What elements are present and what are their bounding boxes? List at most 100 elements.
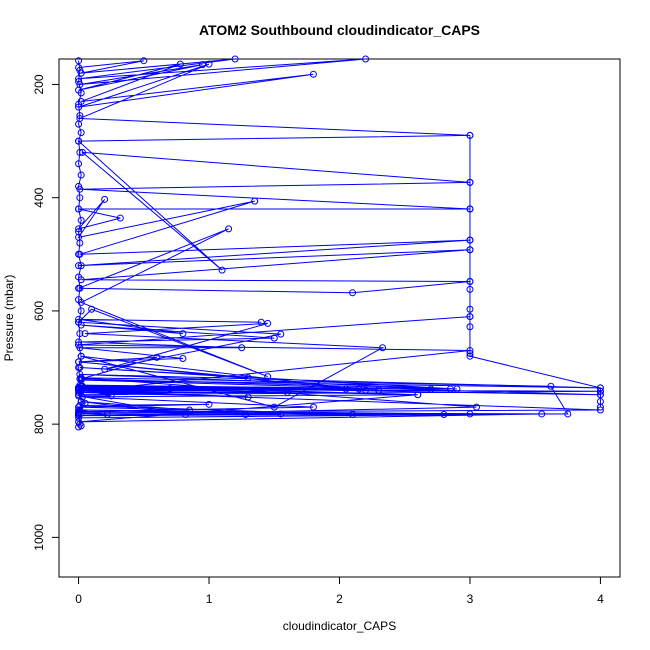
- data-point: [238, 344, 246, 352]
- data-point: [466, 131, 474, 139]
- data-point: [76, 239, 84, 247]
- data-point: [205, 400, 213, 408]
- y-tick-label: 600: [32, 301, 46, 321]
- data-point: [379, 344, 387, 352]
- data-point: [166, 384, 174, 392]
- data-point: [466, 246, 474, 254]
- series-line: [77, 58, 601, 426]
- data-point: [466, 277, 474, 285]
- x-axis-label: cloudindicator_CAPS: [283, 619, 396, 633]
- data-point: [75, 296, 83, 304]
- data-point: [88, 305, 96, 313]
- data-point: [75, 318, 83, 326]
- data-point: [466, 178, 474, 186]
- data-point: [103, 411, 111, 419]
- data-point: [309, 70, 317, 78]
- data-point: [182, 411, 190, 419]
- x-tick-label: 4: [597, 592, 604, 606]
- data-point: [77, 398, 85, 405]
- data-point: [77, 216, 85, 224]
- data-point: [199, 61, 207, 69]
- data-point: [231, 55, 239, 63]
- data-point: [466, 313, 474, 321]
- data-point: [77, 89, 85, 97]
- data-point: [242, 411, 250, 419]
- data-point: [342, 385, 350, 393]
- data-point: [77, 352, 85, 360]
- data-point: [596, 391, 604, 399]
- data-point: [466, 349, 474, 357]
- series-line: [469, 135, 601, 408]
- data-point: [466, 410, 474, 418]
- data-point: [75, 273, 83, 281]
- data-point: [179, 330, 187, 338]
- data-point: [77, 171, 85, 179]
- data-point: [78, 393, 86, 401]
- data-point: [205, 60, 213, 68]
- data-point: [244, 393, 252, 401]
- y-tick-label: 1000: [32, 524, 46, 551]
- data-point: [75, 57, 83, 65]
- data-point: [77, 262, 85, 270]
- data-point: [140, 385, 148, 393]
- series-3: [75, 57, 85, 431]
- data-point: [76, 112, 84, 120]
- data-point: [176, 60, 184, 68]
- data-point: [218, 266, 226, 274]
- data-point: [466, 236, 474, 244]
- data-point: [277, 330, 285, 338]
- data-point: [140, 57, 148, 65]
- data-point: [75, 205, 83, 213]
- data-point: [264, 373, 272, 381]
- data-point: [596, 384, 604, 392]
- data-point: [153, 353, 161, 361]
- y-axis-label: Pressure (mbar): [2, 275, 16, 362]
- data-point: [547, 382, 555, 390]
- data-point: [76, 66, 84, 74]
- series-2: [466, 131, 604, 411]
- data-point: [75, 120, 83, 128]
- data-point: [81, 330, 89, 338]
- data-point: [179, 354, 187, 362]
- data-point: [75, 182, 83, 190]
- data-point: [564, 410, 572, 418]
- y-tick-label: 800: [32, 414, 46, 434]
- data-point: [75, 228, 83, 236]
- data-point: [283, 388, 291, 396]
- data-point: [75, 78, 83, 86]
- data-point: [414, 391, 422, 399]
- data-point: [75, 364, 83, 372]
- y-tick-label: 400: [32, 187, 46, 207]
- data-point: [270, 334, 278, 342]
- data-point: [75, 423, 83, 431]
- data-point: [76, 194, 84, 202]
- data-point: [75, 341, 83, 349]
- series-0: [75, 55, 604, 430]
- data-point: [75, 250, 83, 258]
- data-point: [107, 392, 115, 400]
- data-point: [596, 387, 604, 395]
- data-point: [76, 375, 84, 383]
- data-point: [76, 148, 84, 156]
- data-point: [76, 330, 84, 338]
- data-point: [270, 403, 278, 411]
- series-layer: [75, 55, 604, 431]
- data-point: [116, 214, 124, 222]
- data-point: [466, 205, 474, 213]
- data-point: [466, 323, 474, 331]
- data-point: [75, 137, 83, 145]
- data-point: [355, 385, 363, 393]
- data-point: [77, 307, 85, 315]
- data-point: [277, 410, 285, 418]
- data-point: [466, 285, 474, 293]
- series-line: [78, 316, 601, 423]
- data-point: [427, 385, 435, 393]
- data-point: [362, 55, 370, 63]
- x-tick-label: 3: [467, 592, 474, 606]
- data-point: [309, 403, 317, 411]
- data-point: [75, 409, 83, 417]
- data-point: [349, 289, 357, 297]
- data-point: [251, 197, 259, 205]
- data-point: [101, 195, 109, 203]
- data-point: [75, 386, 83, 394]
